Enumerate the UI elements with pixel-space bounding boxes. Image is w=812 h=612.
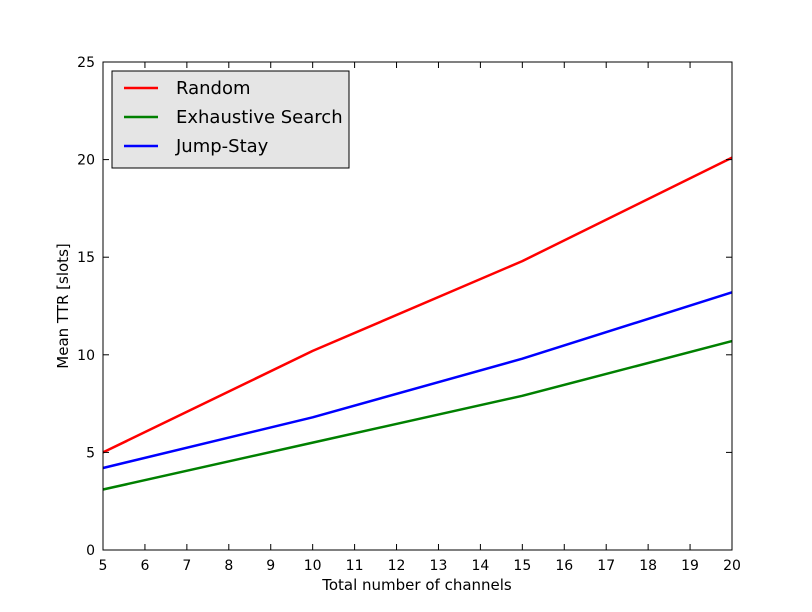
series-line-1 xyxy=(102,156,733,454)
x-tick-label: 13 xyxy=(430,558,448,574)
x-tick-label: 6 xyxy=(140,558,149,574)
x-tick-label: 19 xyxy=(681,558,699,574)
legend-label-2: Exhaustive Search xyxy=(176,107,343,128)
x-axis-label: Total number of channels xyxy=(321,576,512,594)
legend: Random Exhaustive Search Jump-Stay xyxy=(111,70,350,169)
x-tick-label: 18 xyxy=(639,558,657,574)
y-tick-label: 0 xyxy=(86,543,95,559)
series-line-3 xyxy=(102,291,733,470)
x-tick-label: 11 xyxy=(346,558,364,574)
y-tick-label: 15 xyxy=(77,250,95,266)
x-tick-label: 14 xyxy=(471,558,489,574)
x-tick-label: 8 xyxy=(224,558,233,574)
plot-frame xyxy=(102,61,733,551)
x-tick-label: 17 xyxy=(597,558,615,574)
y-axis-label: Mean TTR [slots] xyxy=(54,243,72,368)
series-layer xyxy=(102,156,733,491)
x-tick-label: 7 xyxy=(182,558,191,574)
x-tick-label: 5 xyxy=(99,558,108,574)
x-tick-label: 15 xyxy=(513,558,531,574)
x-tick-label: 10 xyxy=(304,558,322,574)
x-tick-label: 9 xyxy=(266,558,275,574)
legend-label-1: Random xyxy=(176,78,251,99)
y-tick-label: 25 xyxy=(77,55,95,71)
y-tick-label: 10 xyxy=(77,348,95,364)
y-tick-label: 20 xyxy=(77,153,95,169)
x-tick-label: 12 xyxy=(388,558,406,574)
x-tick-label: 20 xyxy=(723,558,741,574)
x-tick-label: 16 xyxy=(555,558,573,574)
legend-label-3: Jump-Stay xyxy=(175,136,269,157)
y-tick-label: 5 xyxy=(86,445,95,461)
series-line-2 xyxy=(102,339,733,491)
